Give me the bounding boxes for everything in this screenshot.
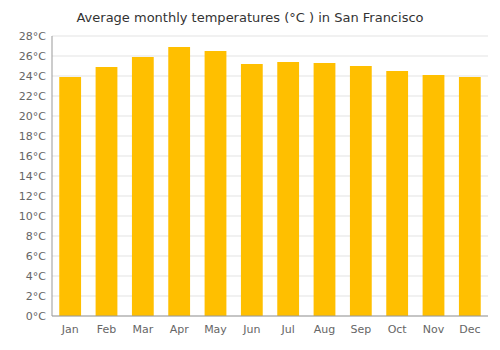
x-tick-label: May — [204, 323, 227, 336]
grid — [52, 36, 488, 316]
bar — [386, 71, 408, 316]
bars — [59, 47, 480, 316]
y-tick-label: 26°C — [19, 50, 46, 63]
x-tick-label: Oct — [388, 323, 408, 336]
bar — [350, 66, 372, 316]
chart: 0°C 2°C 4°C 6°C 8°C 10°C 12°C 14°C 16°C 18°C 20°C 2… — [0, 0, 500, 350]
x-tick-label: Jun — [242, 323, 260, 336]
grid-line — [52, 316, 488, 317]
y-tick-label: 24°C — [19, 70, 46, 83]
bar — [314, 63, 336, 316]
x-tick-label: Aug — [314, 323, 335, 336]
bar — [96, 67, 118, 316]
bar — [241, 64, 263, 316]
grid-line — [52, 36, 488, 37]
y-tick-label: 18°C — [19, 130, 46, 143]
y-tick-label: 16°C — [19, 150, 46, 163]
x-axis — [52, 316, 488, 317]
bar — [59, 77, 81, 316]
y-tick-label: 12°C — [19, 190, 46, 203]
y-tick-label: 14°C — [19, 170, 46, 183]
x-tick-label: Mar — [132, 323, 153, 336]
y-axis — [52, 36, 53, 316]
x-tick-label: Nov — [423, 323, 445, 336]
y-tick-label: 10°C — [19, 210, 46, 223]
bar — [459, 77, 481, 316]
y-tick-label: 4°C — [26, 270, 46, 283]
x-tick-label: Feb — [97, 323, 116, 336]
bar — [205, 51, 227, 316]
x-tick-label: Jan — [61, 323, 79, 336]
x-tick-label: Jul — [281, 323, 295, 336]
x-tick-label: Sep — [350, 323, 371, 336]
y-tick-label: 20°C — [19, 110, 46, 123]
bar — [423, 75, 445, 316]
bar — [132, 57, 154, 316]
x-tick-label: Apr — [170, 323, 190, 336]
y-tick-label: 28°C — [19, 30, 46, 43]
bar — [277, 62, 299, 316]
y-tick-label: 2°C — [26, 290, 46, 303]
x-tick-label: Dec — [459, 323, 480, 336]
y-tick-label: 22°C — [19, 90, 46, 103]
y-tick-label: 8°C — [26, 230, 46, 243]
grid-line — [52, 56, 488, 57]
title: Average monthly temperatures (°C ) in Sa… — [76, 10, 423, 25]
y-tick-label: 6°C — [26, 250, 46, 263]
bar — [168, 47, 190, 316]
y-tick-label: 0°C — [26, 310, 46, 323]
